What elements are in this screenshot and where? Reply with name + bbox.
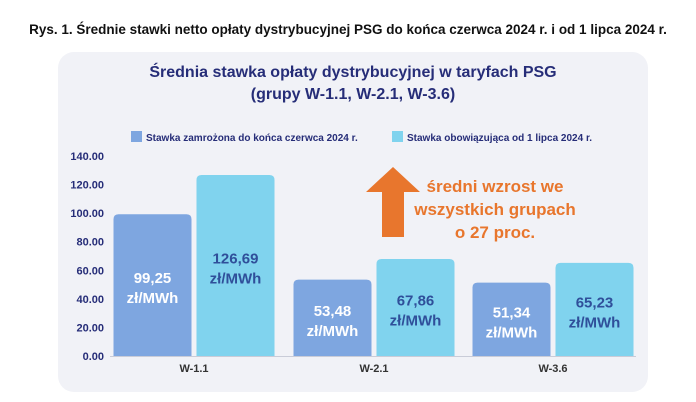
data-label-value: 65,23	[576, 294, 614, 311]
y-tick-label: 140.00	[70, 151, 104, 163]
data-label-unit: zł/MWh	[486, 324, 538, 341]
annotation-text-line: o 27 proc.	[455, 223, 535, 242]
data-label-value: 99,25	[134, 270, 172, 287]
annotation-text-line: wszystkich grupach	[413, 200, 576, 219]
x-tick-label: W-2.1	[359, 363, 388, 375]
up-arrow-icon	[366, 167, 420, 237]
data-label-unit: zł/MWh	[210, 271, 262, 288]
bar-W-1.1-series1	[113, 214, 192, 356]
bar-W-3.6-series2	[555, 262, 634, 356]
bar-W-2.1-series2	[376, 259, 455, 356]
data-label-value: 67,86	[397, 293, 435, 310]
x-tick-label: W-3.6	[538, 363, 567, 375]
y-tick-label: 120.00	[70, 180, 104, 192]
legend-label: Stawka obowiązująca od 1 lipca 2024 r.	[407, 133, 592, 144]
data-label-unit: zł/MWh	[390, 313, 442, 330]
bar-W-3.6-series1	[472, 282, 551, 356]
legend-swatch	[131, 131, 142, 142]
data-label-value: 51,34	[493, 304, 531, 321]
data-label-unit: zł/MWh	[569, 314, 621, 331]
data-label-value: 53,48	[314, 303, 352, 320]
legend-swatch	[392, 131, 403, 142]
y-tick-label: 60.00	[76, 265, 104, 277]
data-label-unit: zł/MWh	[127, 290, 179, 307]
chart-subtitle: (grupy W-1.1, W-2.1, W-3.6)	[250, 86, 456, 103]
x-tick-label: W-1.1	[179, 363, 208, 375]
chart-title: Średnia stawka opłaty dystrybucyjnej w t…	[149, 64, 557, 81]
legend-label: Stawka zamrożona do końca czerwca 2024 r…	[146, 133, 358, 144]
figure-caption: Rys. 1. Średnie stawki netto opłaty dyst…	[29, 22, 667, 37]
annotation-text-line: średni wzrost we	[427, 177, 564, 196]
y-tick-label: 80.00	[76, 237, 104, 249]
y-tick-label: 100.00	[70, 208, 104, 220]
y-tick-label: 20.00	[76, 322, 104, 334]
y-tick-label: 40.00	[76, 294, 104, 306]
y-tick-label: 0.00	[83, 351, 104, 363]
data-label-unit: zł/MWh	[307, 323, 359, 340]
bar-W-2.1-series1	[293, 279, 372, 356]
bar-W-1.1-series2	[196, 175, 275, 356]
data-label-value: 126,69	[213, 251, 259, 268]
